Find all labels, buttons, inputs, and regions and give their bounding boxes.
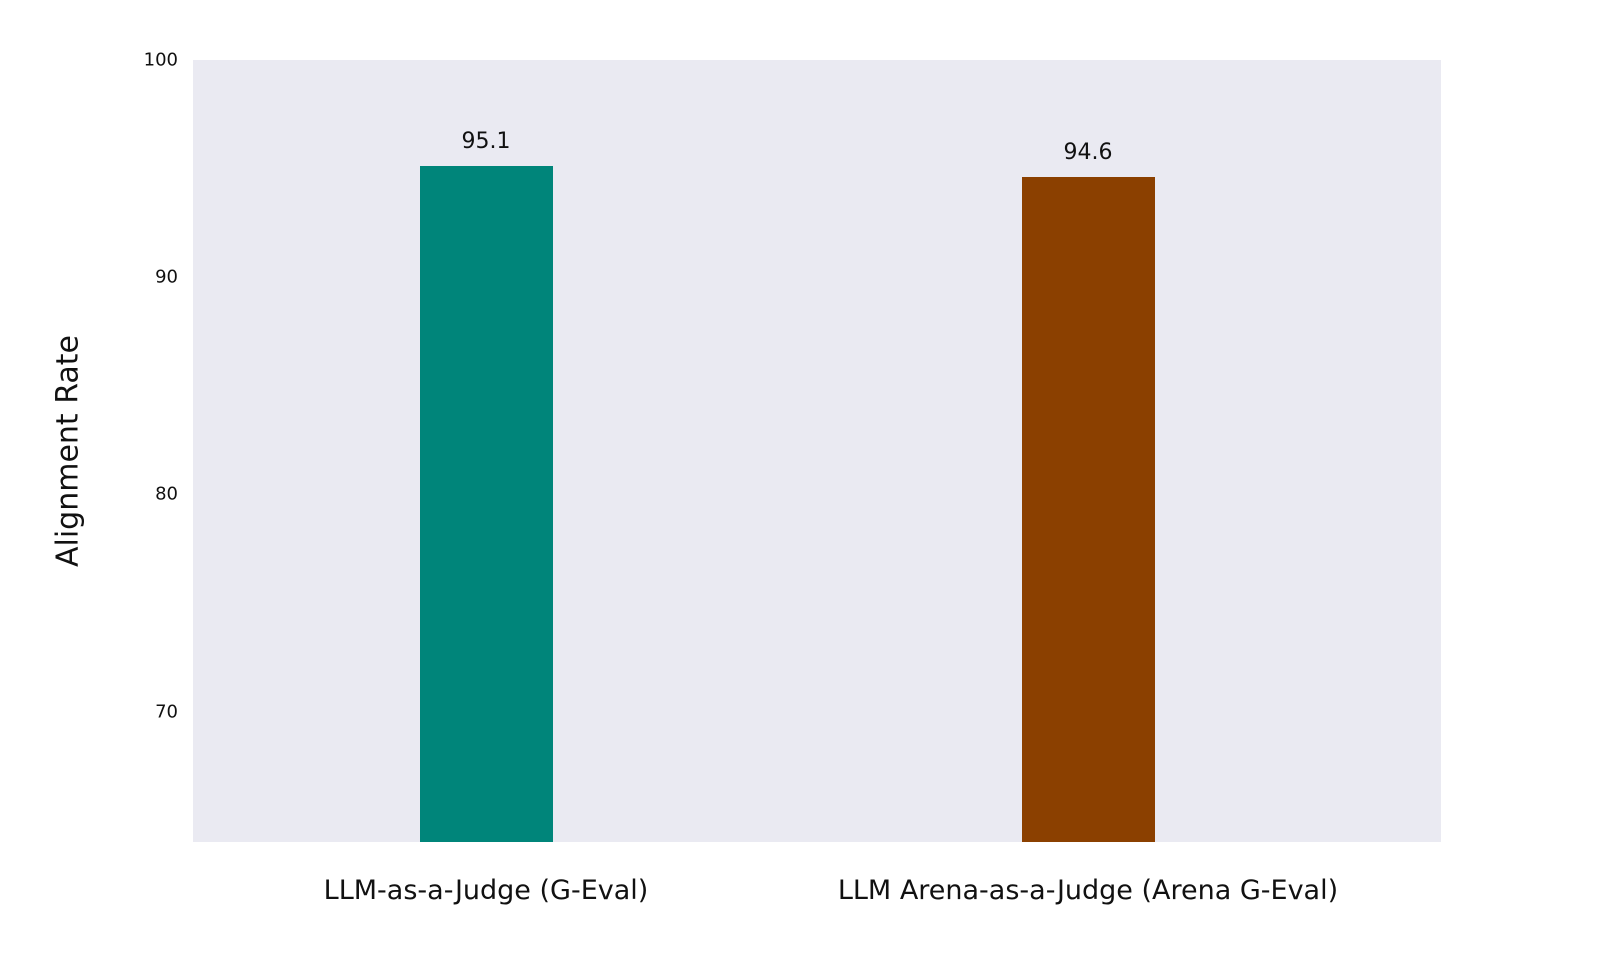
plot-area: 95.1 94.6 xyxy=(193,60,1441,842)
y-tick-label: 80 xyxy=(155,483,178,505)
bar-value-label: 94.6 xyxy=(1063,140,1113,166)
x-tick-label: LLM Arena-as-a-Judge (Arena G-Eval) xyxy=(837,875,1339,906)
bar-llm-as-a-judge xyxy=(419,166,553,842)
bar-value-label: 95.1 xyxy=(461,129,511,155)
bar-llm-arena-as-a-judge xyxy=(1021,177,1155,842)
y-tick-label: 90 xyxy=(155,266,178,288)
y-tick-label: 70 xyxy=(155,701,178,723)
y-axis-label: Alignment Rate xyxy=(50,334,86,568)
y-tick-label: 100 xyxy=(143,49,178,71)
x-tick-label: LLM-as-a-Judge (G-Eval) xyxy=(323,875,649,906)
